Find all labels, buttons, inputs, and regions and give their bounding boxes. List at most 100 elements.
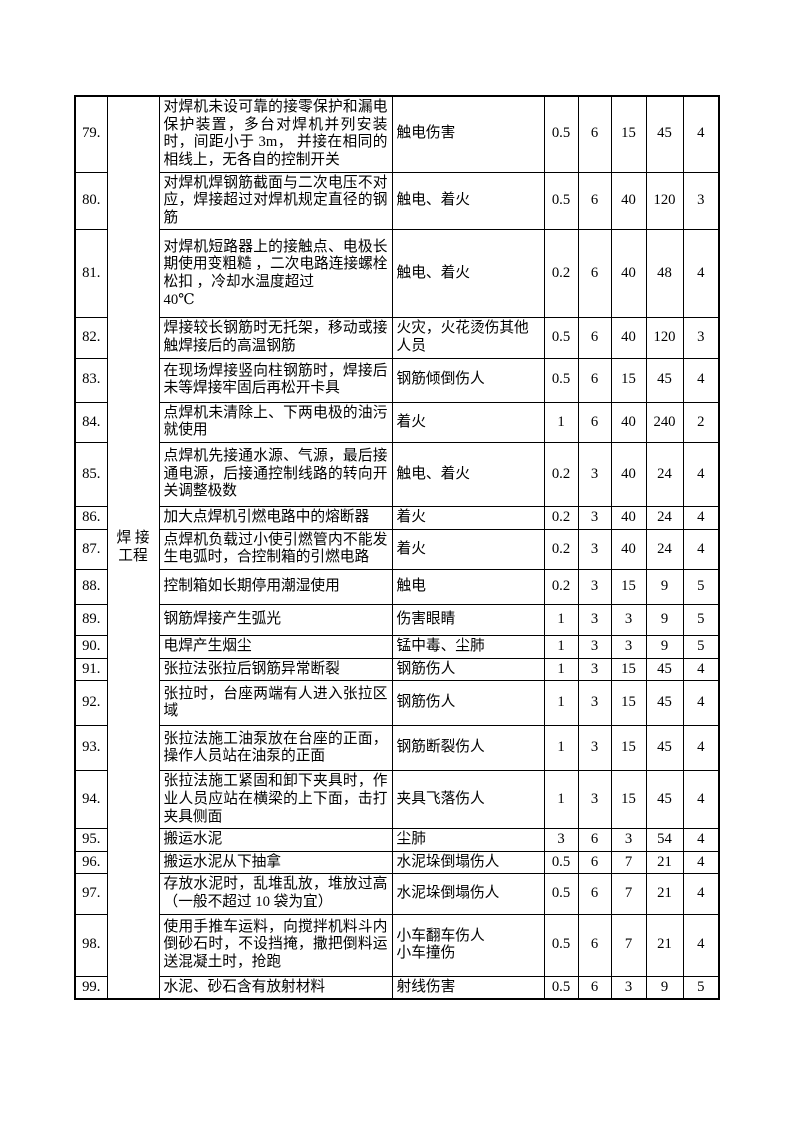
l-value-cell: 0.5 [543,357,579,403]
e-value-cell: 3 [577,634,612,659]
l-value-cell: 0.5 [543,913,579,977]
risk-level-cell: 4 [682,850,720,875]
e-value-cell: 6 [577,401,612,444]
c-value-cell: 15 [610,95,647,173]
d-value-cell: 9 [645,634,684,659]
harm-type-cell: 着火 [391,528,545,570]
l-value-cell: 1 [543,603,579,636]
e-value-cell: 6 [577,828,612,852]
row-number-cell: 98. [74,913,108,977]
d-value-cell: 24 [645,442,684,508]
c-value-cell: 40 [610,442,647,508]
row-number-cell: 92. [74,680,108,727]
l-value-cell: 1 [543,770,579,830]
c-value-cell: 3 [610,634,647,659]
e-value-cell: 6 [577,95,612,173]
table-row: 84. 点焊机未清除上、下两电极的油污就使用 着火 1 6 40 240 2 [74,401,720,444]
hazard-description-cell: 在现场焊接竖向柱钢筋时，焊接后未等焊接牢固后再松开卡具 [158,357,393,403]
row-number-cell: 88. [74,568,108,605]
harm-type-cell: 伤害眼睛 [391,603,545,636]
harm-type-cell: 射线伤害 [391,975,545,1000]
table-row: 90. 电焊产生烟尘 锰中毒、尘肺 1 3 3 9 5 [74,634,720,659]
l-value-cell: 1 [543,725,579,772]
e-value-cell: 6 [577,171,612,231]
row-number-cell: 91. [74,657,108,682]
risk-level-cell: 4 [682,913,720,977]
row-number-cell: 85. [74,442,108,508]
risk-level-cell: 4 [682,873,720,915]
l-value-cell: 3 [543,828,579,852]
c-value-cell: 15 [610,680,647,727]
risk-level-cell: 5 [682,975,720,1000]
harm-type-cell: 钢筋伤人 [391,680,545,727]
row-number-cell: 89. [74,603,108,636]
table-row: 95. 搬运水泥 尘肺 3 6 3 54 4 [74,828,720,852]
harm-type-cell: 锰中毒、尘肺 [391,634,545,659]
hazard-description-cell: 搬运水泥从下抽拿 [158,850,393,875]
d-value-cell: 24 [645,528,684,570]
risk-assessment-table: 79. 焊 接 工程 对焊机未设可靠的接零保护和漏电保护装置，多台对焊机并列安装时，… [74,95,720,1001]
d-value-cell: 120 [645,317,684,359]
d-value-cell: 45 [645,657,684,682]
harm-type-cell: 钢筋倾倒伤人 [391,357,545,403]
c-value-cell: 40 [610,317,647,359]
l-value-cell: 0.2 [543,442,579,508]
harm-type-cell: 着火 [391,506,545,530]
hazard-description-cell: 焊接较长钢筋时无托架，移动或接触焊接后的高温钢筋 [158,317,393,359]
c-value-cell: 7 [610,850,647,875]
risk-level-cell: 4 [682,95,720,173]
harm-type-cell: 小车翻车伤人 小车撞伤 [391,913,545,977]
c-value-cell: 7 [610,913,647,977]
risk-level-cell: 4 [682,770,720,830]
risk-level-cell: 5 [682,568,720,605]
l-value-cell: 0.2 [543,506,579,530]
c-value-cell: 40 [610,506,647,530]
risk-level-cell: 4 [682,357,720,403]
c-value-cell: 3 [610,975,647,1000]
harm-type-cell: 夹具飞落伤人 [391,770,545,830]
hazard-description-cell: 对焊机未设可靠的接零保护和漏电保护装置，多台对焊机并列安装时，间距小于 3m， … [158,95,393,173]
table-row: 87. 点焊机负载过小使引燃管内不能发生电弧时，合控制箱的引燃电路 着火 0.2 3 40… [74,528,720,570]
hazard-description-cell: 对焊机焊钢筋截面与二次电压不对应，焊接超过对焊机规定直径的钢筋 [158,171,393,231]
risk-level-cell: 4 [682,725,720,772]
harm-type-cell: 触电 [391,568,545,605]
risk-level-cell: 2 [682,401,720,444]
d-value-cell: 9 [645,603,684,636]
d-value-cell: 45 [645,95,684,173]
table-row: 97. 存放水泥时，乱堆乱放，堆放过高（一般不超过 10 袋为宜） 水泥垛倒塌伤人 0… [74,873,720,915]
c-value-cell: 40 [610,401,647,444]
table-row: 80. 对焊机焊钢筋截面与二次电压不对应，焊接超过对焊机规定直径的钢筋 触电、着火 0… [74,171,720,231]
table-row: 99. 水泥、砂石含有放射材料 射线伤害 0.5 6 3 9 5 [74,975,720,1000]
c-value-cell: 15 [610,568,647,605]
e-value-cell: 6 [577,229,612,319]
row-number-cell: 95. [74,828,108,852]
harm-type-cell: 着火 [391,401,545,444]
row-number-cell: 87. [74,528,108,570]
hazard-description-cell: 使用手推车运料，向搅拌机料斗内倒砂石时，不设挡掩，撒把倒料运送混凝土时，抢跑 [158,913,393,977]
row-number-cell: 94. [74,770,108,830]
harm-type-cell: 水泥垛倒塌伤人 [391,850,545,875]
l-value-cell: 0.2 [543,528,579,570]
table-row: 85. 点焊机先接通水源、气源，最后接通电源，后接通控制线路的转向开关调整极数 触电… [74,442,720,508]
e-value-cell: 6 [577,975,612,1000]
row-number-cell: 82. [74,317,108,359]
risk-level-cell: 4 [682,657,720,682]
harm-type-cell: 触电伤害 [391,95,545,173]
e-value-cell: 6 [577,357,612,403]
table-row: 83. 在现场焊接竖向柱钢筋时，焊接后未等焊接牢固后再松开卡具 钢筋倾倒伤人 0.5 6… [74,357,720,403]
row-number-cell: 93. [74,725,108,772]
d-value-cell: 45 [645,680,684,727]
row-number-cell: 90. [74,634,108,659]
e-value-cell: 3 [577,528,612,570]
harm-type-cell: 钢筋伤人 [391,657,545,682]
hazard-description-cell: 加大点焊机引燃电路中的熔断器 [158,506,393,530]
harm-type-cell: 触电、着火 [391,442,545,508]
c-value-cell: 3 [610,603,647,636]
hazard-description-cell: 张拉法施工紧固和卸下夹具时，作业人员应站在横梁的上下面，击打夹具侧面 [158,770,393,830]
table-row: 93. 张拉法施工油泵放在台座的正面，操作人员站在油泵的正面 钢筋断裂伤人 1 3 15 4… [74,725,720,772]
row-number-cell: 86. [74,506,108,530]
l-value-cell: 1 [543,657,579,682]
row-number-cell: 79. [74,95,108,173]
hazard-description-cell: 钢筋焊接产生弧光 [158,603,393,636]
l-value-cell: 1 [543,634,579,659]
